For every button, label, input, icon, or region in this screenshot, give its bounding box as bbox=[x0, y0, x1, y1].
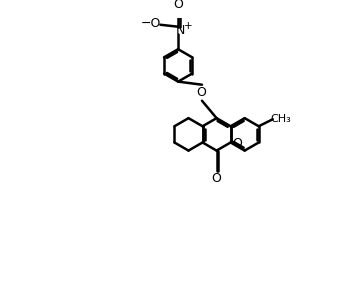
Text: +: + bbox=[184, 21, 193, 31]
Text: N: N bbox=[176, 24, 186, 37]
Text: O: O bbox=[232, 137, 242, 150]
Text: O: O bbox=[173, 0, 183, 11]
Text: −O: −O bbox=[141, 17, 161, 30]
Text: CH₃: CH₃ bbox=[270, 114, 291, 124]
Text: O: O bbox=[197, 86, 206, 99]
Text: O: O bbox=[212, 172, 222, 185]
